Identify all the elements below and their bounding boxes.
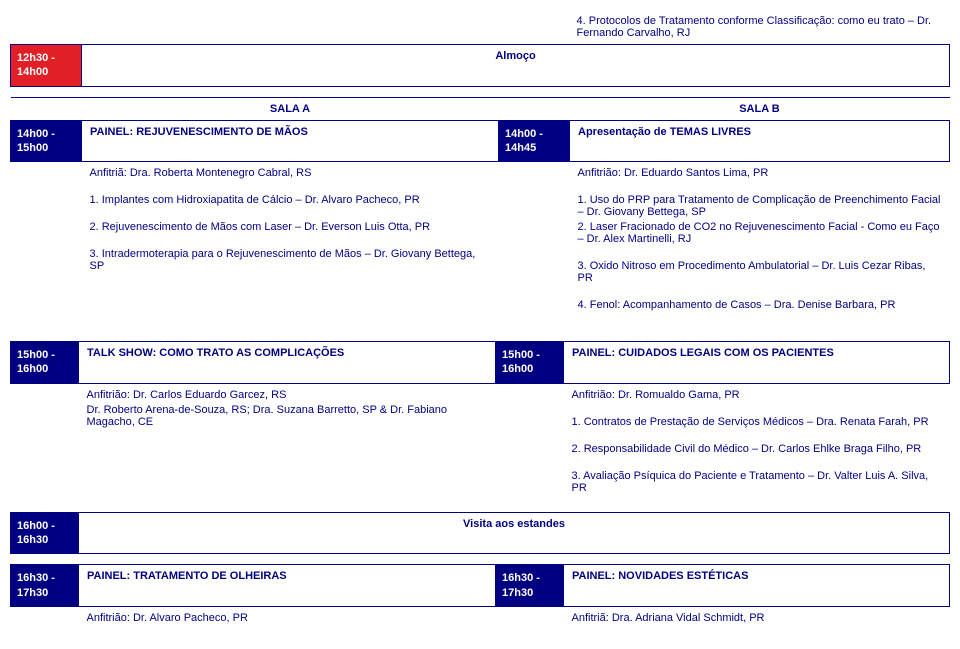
spacer-cell <box>82 10 498 45</box>
host-a: Anfitrião: Dr. Alvaro Pacheco, PR <box>79 606 496 629</box>
header-empty <box>499 97 570 120</box>
time-box-a: 16h30 - 17h30 <box>11 565 79 607</box>
item-b3: 3. Oxido Nitroso em Procedimento Ambulat… <box>578 260 942 284</box>
title-a: PAINEL: REJUVENESCIMENTO DE MÃOS <box>82 120 499 162</box>
item-b1: 1. Contratos de Prestação de Serviços Mé… <box>572 416 942 428</box>
item-a2: 2. Rejuvenescimento de Mãos com Laser – … <box>90 221 491 233</box>
item-b4: 4. Fenol: Acompanhamento de Casos – Dra.… <box>578 299 942 311</box>
title-a: TALK SHOW: COMO TRATO AS COMPLICAÇÕES <box>79 342 496 384</box>
item-b3: 3. Avaliação Psíquica do Paciente e Trat… <box>572 470 942 494</box>
time-box-lunch: 12h30 - 14h00 <box>11 45 82 87</box>
title-b: PAINEL: CUIDADOS LEGAIS COM OS PACIENTES <box>564 342 950 384</box>
item-b1: 1. Uso do PRP para Tratamento de Complic… <box>578 194 942 218</box>
session-table-3: 16h30 - 17h30 PAINEL: TRATAMENTO DE OLHE… <box>10 564 950 629</box>
empty <box>11 383 79 502</box>
lunch-label: Almoço <box>82 45 950 87</box>
time-box-a: 15h00 - 16h00 <box>11 342 79 384</box>
title-a: PAINEL: TRATAMENTO DE OLHEIRAS <box>79 565 496 607</box>
item-b2: 2. Responsabilidade Civil do Médico – Dr… <box>572 443 942 455</box>
empty <box>11 162 82 320</box>
content-a: Anfitrião: Dr. Carlos Eduardo Garcez, RS… <box>79 383 496 502</box>
title-b: Apresentação de TEMAS LIVRES <box>570 120 950 162</box>
host-b: Anfitrião: Dr. Romualdo Gama, PR <box>572 389 942 401</box>
session-table-1: SALA A SALA B 14h00 - 15h00 PAINEL: REJU… <box>10 97 950 320</box>
content-b: Anfitrião: Dr. Romualdo Gama, PR 1. Cont… <box>564 383 950 502</box>
visit-table: 16h00 - 16h30 Visita aos estandes <box>10 512 950 555</box>
host-a: Anfitrião: Dr. Carlos Eduardo Garcez, RS <box>87 389 488 401</box>
header-sala-b: SALA B <box>570 97 950 120</box>
host-b: Anfitriã: Dra. Adriana Vidal Schmidt, PR <box>564 606 950 629</box>
time-box-b: 15h00 - 16h00 <box>496 342 564 384</box>
spacer-cell <box>498 10 569 45</box>
title-b: PAINEL: NOVIDADES ESTÉTICAS <box>564 565 950 607</box>
host-a: Anfitriã: Dra. Roberta Montenegro Cabral… <box>90 167 491 179</box>
session-table-2: 15h00 - 16h00 TALK SHOW: COMO TRATO AS C… <box>10 341 950 502</box>
content-a: Anfitriã: Dra. Roberta Montenegro Cabral… <box>82 162 499 320</box>
time-box-visit: 16h00 - 16h30 <box>11 512 79 554</box>
item-a1: Dr. Roberto Arena-de-Souza, RS; Dra. Suz… <box>87 404 488 428</box>
spacer-cell <box>11 10 82 45</box>
pre-item: 4. Protocolos de Tratamento conforme Cla… <box>569 10 950 45</box>
empty <box>499 162 570 320</box>
time-box-b: 14h00 - 14h45 <box>499 120 570 162</box>
empty <box>496 606 564 629</box>
time-box-b: 16h30 - 17h30 <box>496 565 564 607</box>
time-box-a: 14h00 - 15h00 <box>11 120 82 162</box>
item-a3: 3. Intradermoterapia para o Rejuvenescim… <box>90 248 491 272</box>
header-empty <box>11 97 82 120</box>
empty <box>496 383 564 502</box>
empty <box>11 606 79 629</box>
schedule-table: 4. Protocolos de Tratamento conforme Cla… <box>10 10 950 87</box>
item-b2: 2. Laser Fracionado de CO2 no Rejuvenesc… <box>578 221 942 245</box>
item-a1: 1. Implantes com Hidroxiapatita de Cálci… <box>90 194 491 206</box>
header-sala-a: SALA A <box>82 97 499 120</box>
host-b: Anfitrião: Dr. Eduardo Santos Lima, PR <box>578 167 942 179</box>
content-b: Anfitrião: Dr. Eduardo Santos Lima, PR 1… <box>570 162 950 320</box>
visit-label: Visita aos estandes <box>79 512 950 554</box>
